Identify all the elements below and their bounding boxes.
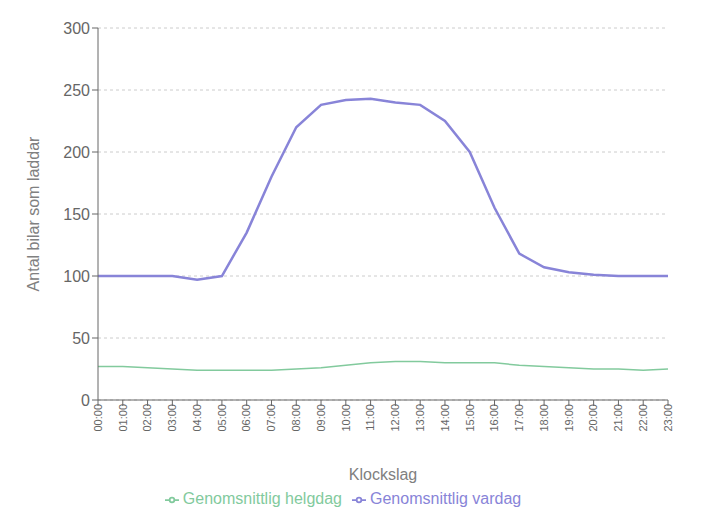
svg-text:12:00: 12:00 [389,404,401,432]
svg-text:05:00: 05:00 [216,404,228,432]
svg-text:06:00: 06:00 [241,404,253,432]
svg-text:150: 150 [63,206,90,223]
svg-text:01:00: 01:00 [117,404,129,432]
svg-text:17:00: 17:00 [513,404,525,432]
svg-text:04:00: 04:00 [191,404,203,432]
svg-text:100: 100 [63,268,90,285]
svg-text:14:00: 14:00 [439,404,451,432]
svg-text:23:00: 23:00 [662,404,674,432]
svg-text:200: 200 [63,144,90,161]
svg-text:Antal bilar som laddar: Antal bilar som laddar [25,136,42,291]
svg-text:03:00: 03:00 [166,404,178,432]
svg-text:300: 300 [63,20,90,37]
svg-text:18:00: 18:00 [538,404,550,432]
svg-text:10:00: 10:00 [340,404,352,432]
svg-text:250: 250 [63,82,90,99]
svg-text:13:00: 13:00 [414,404,426,432]
svg-text:20:00: 20:00 [587,404,599,432]
svg-text:21:00: 21:00 [612,404,624,432]
html-text:Genomsnittlig helgdag: Genomsnittlig helgdag [182,490,342,507]
svg-text:19:00: 19:00 [563,404,575,432]
svg-text:11:00: 11:00 [364,404,376,431]
svg-text:07:00: 07:00 [265,404,277,432]
svg-text:50: 50 [72,330,90,347]
svg-text:15:00: 15:00 [464,404,476,432]
html-text:Genomsnittlig vardag: Genomsnittlig vardag [370,490,522,507]
svg-text:08:00: 08:00 [290,404,302,432]
svg-text:0: 0 [81,392,90,409]
svg-text:16:00: 16:00 [488,404,500,432]
svg-text:00:00: 00:00 [92,404,104,432]
svg-text:09:00: 09:00 [315,404,327,432]
svg-text:02:00: 02:00 [141,404,153,432]
svg-text:22:00: 22:00 [637,404,649,432]
svg-text:Klockslag: Klockslag [349,466,417,483]
